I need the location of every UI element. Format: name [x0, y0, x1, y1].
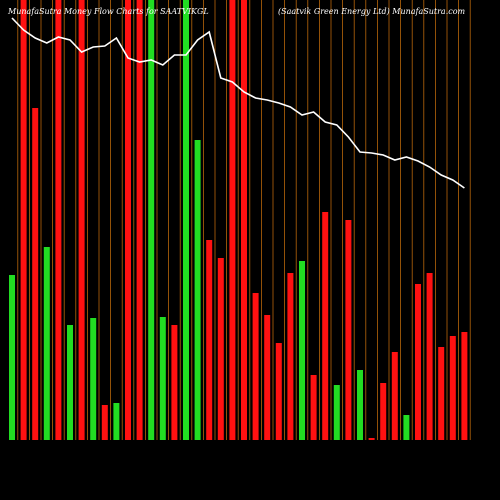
bar — [380, 383, 387, 440]
bar — [415, 284, 421, 440]
bar — [391, 352, 398, 440]
chart-subtitle: (Saatvik Green Energy Ltd) MunafaSutra.c… — [278, 7, 466, 16]
bar — [32, 108, 39, 440]
bar — [345, 220, 352, 440]
bar — [275, 343, 282, 440]
bar — [206, 240, 213, 440]
bar — [368, 438, 375, 440]
bar — [287, 273, 294, 440]
bar — [194, 140, 201, 440]
bar — [171, 325, 178, 440]
bar — [438, 347, 445, 440]
chart-title: MunafaSutra Money Flow Charts for SAATVI… — [7, 7, 209, 16]
bar — [461, 332, 468, 440]
bar — [20, 0, 27, 440]
bar — [55, 0, 62, 440]
bars — [9, 0, 468, 440]
bar — [101, 405, 108, 440]
bar — [241, 0, 247, 440]
bar — [113, 403, 120, 440]
bar — [159, 317, 166, 440]
bar — [67, 325, 73, 440]
bar — [9, 275, 15, 440]
bar — [403, 415, 410, 440]
bar — [333, 385, 340, 440]
price-line — [11, 17, 465, 189]
bar — [229, 0, 236, 440]
grid — [17, 0, 471, 440]
bar — [299, 261, 305, 440]
bar — [148, 0, 155, 440]
bar — [264, 315, 271, 440]
bar — [217, 258, 224, 440]
bar — [78, 0, 85, 440]
bar — [90, 318, 97, 440]
bar — [426, 273, 433, 440]
bar — [43, 247, 50, 440]
bar — [125, 0, 131, 440]
lines — [11, 17, 465, 189]
bar — [252, 293, 259, 440]
bar — [322, 212, 329, 440]
bar — [310, 375, 317, 440]
bar — [136, 0, 143, 440]
bar — [183, 0, 189, 440]
bar — [449, 336, 456, 440]
bar — [357, 370, 363, 440]
